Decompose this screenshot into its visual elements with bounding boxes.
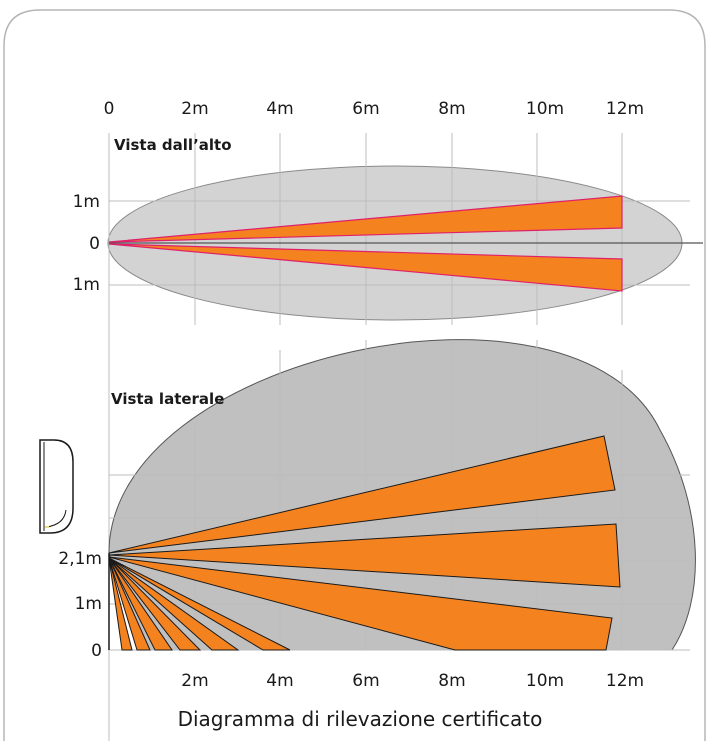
side-x-tick-8m: 8m [438,671,465,691]
side-y-tick-1m: 1m [75,594,102,614]
top-view-title: Vista dall’alto [114,136,232,154]
side-view: Vista laterale 2,1m 1m 0 2m 4m 6m 8m 10m… [58,339,696,691]
top-view-beam-upper [108,195,623,243]
side-beam-6 [108,557,202,651]
pir-sensor-icon [39,439,74,534]
side-beam-8 [108,557,151,651]
side-beam-2 [108,523,621,588]
diagram-caption: Diagramma di rilevazione certificato [178,707,543,731]
side-x-tick-12m: 12m [606,671,644,691]
side-view-beams [108,435,621,651]
top-y-tick-center: 0 [89,234,100,254]
top-x-tick-4: 8m [438,99,465,119]
top-x-tick-0: 0 [104,99,115,119]
top-view-beam-lower [108,243,623,292]
side-beam-7 [108,557,173,651]
side-x-tick-4m: 4m [266,671,293,691]
side-beam-5 [108,557,240,651]
card-border [3,9,706,741]
top-x-tick-5: 10m [526,99,564,119]
top-y-tick-lower: 1m [73,275,100,295]
top-x-tick-6: 12m [606,99,644,119]
top-x-tick-3: 6m [352,99,379,119]
side-x-tick-6m: 6m [352,671,379,691]
top-x-tick-1: 2m [181,99,208,119]
side-beam-3 [108,556,613,651]
top-y-tick-upper: 1m [73,192,100,212]
side-beam-9 [108,557,133,651]
side-x-tick-2m: 2m [181,671,208,691]
side-y-tick-mount: 2,1m [58,549,102,569]
side-view-title: Vista laterale [111,390,224,408]
side-x-tick-10m: 10m [526,671,564,691]
side-beam-1 [108,435,616,554]
side-y-tick-0: 0 [91,641,102,661]
top-x-tick-2: 4m [266,99,293,119]
side-beam-4 [108,557,291,651]
top-view: Vista dall’alto 0 2m 4m 6m 8m 10m 12m 1m… [73,99,703,741]
